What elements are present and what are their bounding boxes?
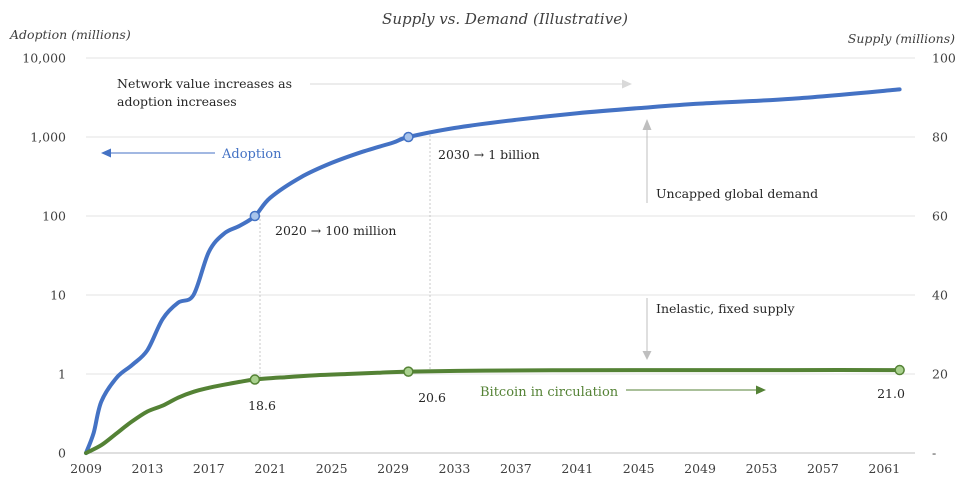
y-right-tick-label: 100 [932,51,956,66]
y-left-tick-label: 10 [50,288,66,303]
x-tick-label: 2053 [746,461,778,476]
network-value-label-2: adoption increases [117,94,237,109]
x-tick-label: 2013 [132,461,164,476]
y-right-tick-label: 40 [932,288,948,303]
x-tick-label: 2017 [193,461,225,476]
y-left-axis-label: Adoption (millions) [9,27,131,42]
x-ticks: 2009 2013 2017 2021 2025 2029 2033 2037 2041 2045… [70,461,900,476]
adoption-100-million-label: 2020 → 100 million [275,223,396,238]
y-left-tick-label: 10,000 [22,51,66,66]
supply-series-line [84,368,902,455]
adoption-1-billion-label: 2030 → 1 billion [438,147,540,162]
gridlines [86,57,915,454]
x-tick-label: 2049 [684,461,716,476]
uncapped-demand-arrowhead [642,119,652,130]
adoption-marker [403,131,414,143]
y-right-tick-label: 60 [932,209,948,224]
supply-2062-value: 21.0 [877,386,905,401]
supply-2020-value: 18.6 [248,398,276,413]
y-left-ticks: 0 1 10 100 1,000 10,000 [22,51,66,461]
adoption-series-line [84,87,902,455]
x-tick-label: 2025 [316,461,348,476]
adoption-series-label: Adoption [221,147,282,162]
y-left-tick-label: 100 [42,209,66,224]
series-markers [249,131,905,385]
y-left-tick-label: 0 [58,446,66,461]
uncapped-demand-label: Uncapped global demand [656,186,818,201]
x-tick-label: 2033 [439,461,471,476]
y-right-tick-label: 20 [932,367,948,382]
y-right-ticks: - 20 40 60 80 100 [932,51,956,461]
x-tick-label: 2037 [500,461,532,476]
circulation-arrowhead [756,385,766,395]
supply-2030-value: 20.6 [418,390,446,405]
x-tick-label: 2041 [561,461,593,476]
x-tick-label: 2009 [70,461,102,476]
circulation-series-label: Bitcoin in circulation [480,385,619,400]
y-right-axis-label: Supply (millions) [848,31,955,46]
supply-marker [403,366,414,377]
y-right-tick-label: - [932,446,936,461]
y-right-tick-label: 80 [932,130,948,145]
network-value-arrowhead [622,79,632,89]
supply-marker [894,364,905,376]
x-tick-label: 2045 [623,461,655,476]
x-tick-label: 2021 [254,461,286,476]
x-tick-label: 2057 [807,461,839,476]
fixed-supply-arrowhead [642,351,652,360]
adoption-marker [249,210,261,222]
supply-marker [249,374,261,385]
adoption-arrowhead [101,148,111,158]
x-tick-label: 2061 [868,461,900,476]
network-value-label-1: Network value increases as [117,76,292,91]
x-tick-label: 2029 [377,461,409,476]
y-left-tick-label: 1,000 [30,130,66,145]
chart-title: Supply vs. Demand (Illustrative) [382,10,628,28]
y-left-tick-label: 1 [58,367,66,382]
fixed-supply-label: Inelastic, fixed supply [656,301,795,316]
